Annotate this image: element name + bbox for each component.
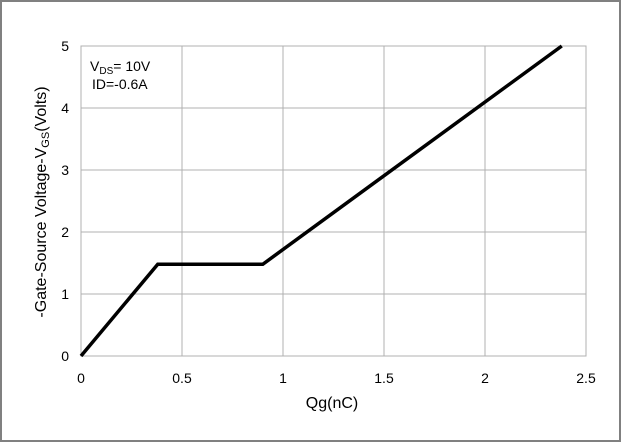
vds-subscript: DS xyxy=(99,66,113,77)
y-tick-label: 1 xyxy=(61,286,69,302)
x-tick-label: 1 xyxy=(279,370,287,386)
y-tick-label: 2 xyxy=(61,224,69,240)
y-tick-label: 4 xyxy=(61,100,69,116)
vds-prefix: V xyxy=(90,58,100,74)
x-tick-label: 0.5 xyxy=(172,370,192,386)
x-tick-label: 2 xyxy=(481,370,489,386)
y-tick-label: 5 xyxy=(61,38,69,54)
x-tick-labels: 0 0.5 1 1.5 2 2.5 xyxy=(77,370,596,386)
y-axis-title-sub: GS xyxy=(40,132,52,148)
vgs-curve xyxy=(79,44,563,358)
y-tick-labels: 0 1 2 3 4 5 xyxy=(61,38,69,364)
y-tick-label: 0 xyxy=(61,348,69,364)
vds-value: = 10V xyxy=(113,58,151,74)
grid-lines xyxy=(80,45,587,357)
y-axis-title-unit: (Volts) xyxy=(33,86,50,131)
y-axis-title-main: -Gate-Source Voltage-V xyxy=(33,147,50,317)
id-annotation: ID=-0.6A xyxy=(92,76,148,92)
x-axis-title: Qg(nC) xyxy=(306,395,358,412)
x-tick-label: 2.5 xyxy=(576,370,596,386)
x-tick-label: 0 xyxy=(77,370,85,386)
vds-annotation: VDS= 10V xyxy=(90,58,151,77)
series-layer xyxy=(79,44,563,358)
y-tick-label: 3 xyxy=(61,162,69,178)
x-tick-label: 1.5 xyxy=(374,370,394,386)
plot-area-border xyxy=(80,45,587,357)
y-axis-title: -Gate-Source Voltage-VGS(Volts) xyxy=(33,86,52,317)
